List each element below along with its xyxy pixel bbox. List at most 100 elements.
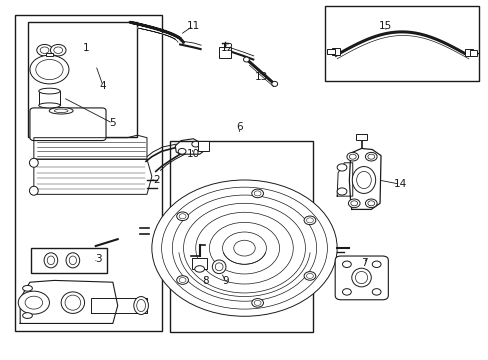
Circle shape bbox=[183, 203, 305, 293]
Text: 13: 13 bbox=[254, 72, 267, 82]
Ellipse shape bbox=[49, 108, 73, 114]
Circle shape bbox=[251, 189, 263, 198]
Circle shape bbox=[371, 261, 380, 267]
Text: 3: 3 bbox=[95, 254, 102, 264]
Circle shape bbox=[346, 152, 358, 161]
Circle shape bbox=[152, 180, 336, 316]
Circle shape bbox=[18, 291, 49, 314]
Ellipse shape bbox=[351, 268, 370, 287]
Circle shape bbox=[161, 187, 327, 309]
Circle shape bbox=[342, 289, 350, 295]
Polygon shape bbox=[34, 159, 152, 194]
Circle shape bbox=[336, 188, 346, 195]
Ellipse shape bbox=[22, 285, 32, 291]
Polygon shape bbox=[336, 163, 352, 196]
Text: 7: 7 bbox=[360, 258, 366, 268]
Ellipse shape bbox=[22, 313, 32, 319]
Circle shape bbox=[36, 59, 63, 80]
Circle shape bbox=[365, 199, 376, 208]
Circle shape bbox=[350, 201, 357, 206]
Bar bbox=[219, 46, 230, 58]
Text: 1: 1 bbox=[82, 43, 89, 53]
Ellipse shape bbox=[66, 253, 80, 268]
Circle shape bbox=[54, 47, 62, 53]
Bar bbox=[331, 48, 339, 55]
Circle shape bbox=[336, 164, 346, 171]
Circle shape bbox=[254, 191, 261, 196]
Polygon shape bbox=[91, 298, 147, 313]
Circle shape bbox=[179, 214, 185, 219]
Circle shape bbox=[179, 278, 185, 283]
Ellipse shape bbox=[271, 81, 277, 86]
Circle shape bbox=[30, 55, 69, 84]
Bar bbox=[198, 140, 208, 150]
Text: 9: 9 bbox=[222, 276, 229, 286]
Ellipse shape bbox=[61, 292, 84, 314]
Circle shape bbox=[172, 195, 316, 301]
Bar bbox=[325, 6, 478, 81]
Circle shape bbox=[222, 232, 266, 264]
Bar bbox=[464, 49, 472, 56]
Circle shape bbox=[251, 298, 263, 307]
Ellipse shape bbox=[355, 271, 367, 284]
Text: 4: 4 bbox=[100, 81, 106, 91]
Text: 11: 11 bbox=[186, 21, 200, 31]
Polygon shape bbox=[20, 280, 118, 323]
Circle shape bbox=[209, 222, 279, 274]
Text: 12: 12 bbox=[221, 43, 234, 53]
Circle shape bbox=[25, 296, 42, 309]
Circle shape bbox=[254, 300, 261, 305]
Ellipse shape bbox=[243, 57, 249, 62]
Ellipse shape bbox=[29, 158, 38, 167]
FancyBboxPatch shape bbox=[30, 108, 106, 140]
Ellipse shape bbox=[215, 263, 223, 271]
Text: 6: 6 bbox=[236, 122, 243, 132]
Circle shape bbox=[306, 273, 313, 278]
Circle shape bbox=[176, 212, 188, 221]
Circle shape bbox=[195, 212, 293, 284]
Bar bbox=[355, 134, 366, 140]
Text: 10: 10 bbox=[186, 149, 200, 159]
Circle shape bbox=[40, 47, 49, 53]
Ellipse shape bbox=[39, 88, 60, 94]
Ellipse shape bbox=[39, 103, 60, 108]
Bar bbox=[39, 91, 60, 105]
Circle shape bbox=[191, 141, 199, 147]
Ellipse shape bbox=[54, 109, 68, 113]
Circle shape bbox=[367, 154, 374, 159]
Circle shape bbox=[50, 44, 66, 56]
Circle shape bbox=[342, 261, 350, 267]
Ellipse shape bbox=[356, 171, 370, 189]
Text: 8: 8 bbox=[202, 276, 208, 286]
Circle shape bbox=[347, 199, 359, 208]
Bar bbox=[31, 248, 107, 273]
Circle shape bbox=[178, 148, 185, 154]
Circle shape bbox=[367, 201, 374, 206]
Ellipse shape bbox=[212, 260, 225, 274]
Bar bbox=[469, 50, 476, 55]
Bar bbox=[327, 49, 334, 54]
Bar bbox=[45, 53, 53, 56]
Ellipse shape bbox=[47, 256, 55, 265]
Ellipse shape bbox=[44, 253, 58, 268]
Circle shape bbox=[233, 240, 255, 256]
Text: 5: 5 bbox=[109, 118, 116, 128]
Circle shape bbox=[42, 64, 57, 75]
Ellipse shape bbox=[134, 297, 148, 315]
Bar bbox=[27, 22, 137, 137]
Circle shape bbox=[371, 289, 380, 295]
Ellipse shape bbox=[137, 300, 145, 312]
Circle shape bbox=[304, 272, 315, 280]
Circle shape bbox=[304, 216, 315, 225]
Circle shape bbox=[176, 276, 188, 284]
Text: 2: 2 bbox=[153, 175, 160, 185]
Circle shape bbox=[365, 152, 376, 161]
Text: 15: 15 bbox=[379, 21, 392, 31]
Ellipse shape bbox=[351, 167, 375, 193]
Ellipse shape bbox=[69, 256, 76, 265]
Circle shape bbox=[306, 218, 313, 223]
Ellipse shape bbox=[65, 295, 81, 310]
Circle shape bbox=[37, 44, 52, 56]
Ellipse shape bbox=[29, 186, 38, 195]
Bar bbox=[192, 258, 206, 269]
